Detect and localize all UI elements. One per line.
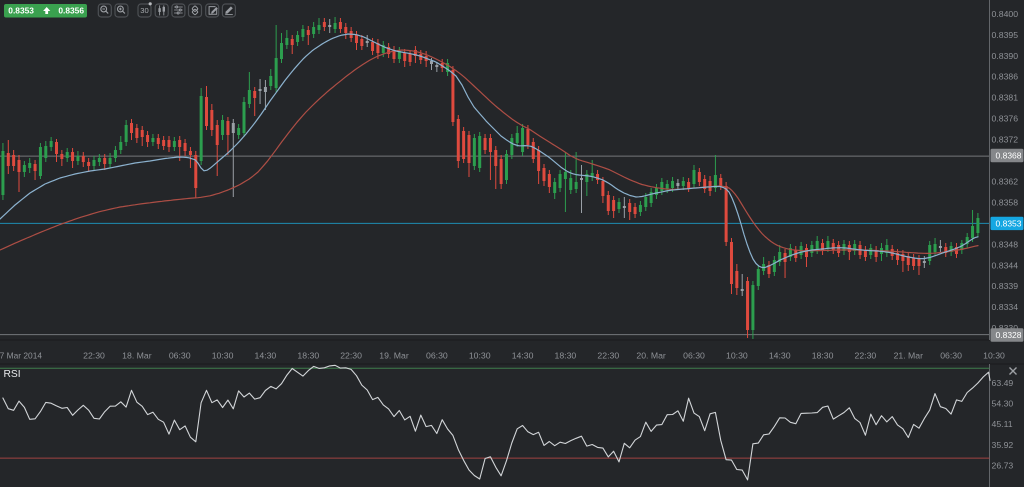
svg-text:10:30: 10:30 — [212, 351, 234, 361]
svg-text:18:30: 18:30 — [812, 351, 834, 361]
svg-text:0.8390: 0.8390 — [992, 51, 1019, 61]
svg-text:0.8376: 0.8376 — [992, 114, 1019, 124]
svg-text:54.30: 54.30 — [992, 399, 1014, 409]
svg-text:0.8368: 0.8368 — [996, 151, 1022, 161]
svg-text:0.8400: 0.8400 — [992, 9, 1019, 19]
svg-text:14:30: 14:30 — [512, 351, 534, 361]
svg-text:18:30: 18:30 — [555, 351, 577, 361]
svg-text:0.8381: 0.8381 — [992, 93, 1019, 103]
svg-text:06:30: 06:30 — [169, 351, 191, 361]
svg-text:RSI: RSI — [4, 369, 21, 380]
svg-text:0.8353: 0.8353 — [8, 6, 34, 16]
svg-text:0.8353: 0.8353 — [996, 219, 1022, 229]
svg-text:0.8356: 0.8356 — [58, 6, 84, 16]
svg-text:22:30: 22:30 — [855, 351, 877, 361]
svg-text:0.8348: 0.8348 — [992, 239, 1019, 249]
svg-text:0.8372: 0.8372 — [992, 135, 1019, 145]
svg-text:10:30: 10:30 — [726, 351, 748, 361]
svg-text:0.8358: 0.8358 — [992, 197, 1019, 207]
svg-text:0.8334: 0.8334 — [992, 302, 1019, 312]
svg-text:22:30: 22:30 — [340, 351, 362, 361]
svg-text:0.8330: 0.8330 — [992, 323, 1019, 333]
svg-text:06:30: 06:30 — [940, 351, 962, 361]
svg-text:18:30: 18:30 — [297, 351, 319, 361]
svg-text:14:30: 14:30 — [255, 351, 277, 361]
svg-text:22:30: 22:30 — [597, 351, 619, 361]
svg-text:30: 30 — [140, 6, 148, 15]
svg-text:10:30: 10:30 — [983, 351, 1005, 361]
svg-text:06:30: 06:30 — [426, 351, 448, 361]
svg-text:06:30: 06:30 — [683, 351, 705, 361]
svg-text:18. Mar: 18. Mar — [122, 351, 152, 361]
svg-text:0.8328: 0.8328 — [996, 330, 1022, 340]
svg-text:63.49: 63.49 — [992, 378, 1014, 388]
svg-text:0.8386: 0.8386 — [992, 72, 1019, 82]
svg-text:35.92: 35.92 — [992, 440, 1014, 450]
svg-text:0.8344: 0.8344 — [992, 260, 1019, 270]
svg-text:0.8395: 0.8395 — [992, 30, 1019, 40]
svg-text:17 Mar 2014: 17 Mar 2014 — [0, 351, 42, 361]
svg-text:20. Mar: 20. Mar — [636, 351, 666, 361]
svg-text:0.8339: 0.8339 — [992, 281, 1019, 291]
svg-text:10:30: 10:30 — [469, 351, 491, 361]
svg-text:45.11: 45.11 — [992, 419, 1013, 429]
svg-text:21. Mar: 21. Mar — [894, 351, 924, 361]
svg-text:0.8362: 0.8362 — [992, 177, 1019, 187]
svg-text:19. Mar: 19. Mar — [379, 351, 409, 361]
svg-text:26.73: 26.73 — [992, 461, 1014, 471]
svg-text:14:30: 14:30 — [769, 351, 791, 361]
svg-text:22:30: 22:30 — [83, 351, 105, 361]
